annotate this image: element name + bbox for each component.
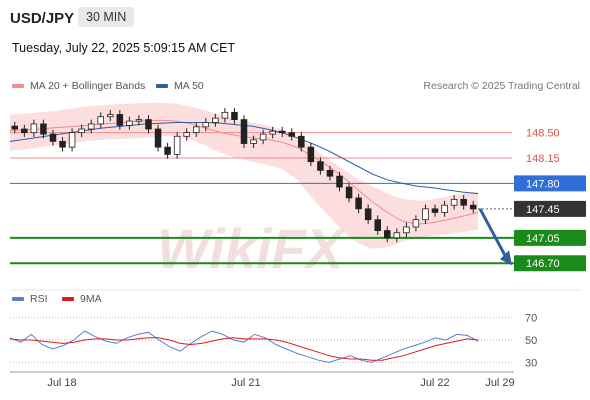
candle-body: [307, 146, 315, 163]
legend-ma50-label: MA 50: [174, 80, 204, 92]
candle-body: [164, 146, 171, 155]
candle-body: [87, 123, 95, 130]
candle-body: [11, 125, 19, 130]
candle-body: [192, 126, 200, 134]
candle-body: [431, 208, 439, 213]
candle-body: [412, 219, 420, 228]
level-badge-146.70: [514, 255, 586, 272]
legend-rsi-ma: 9MA: [62, 293, 102, 305]
candle-body: [231, 111, 238, 120]
rsi-line: [9, 330, 479, 363]
level-label-147.45: 147.45: [526, 204, 560, 216]
candle-body: [355, 197, 362, 210]
candle-body: [278, 130, 286, 134]
candle-body: [49, 133, 57, 142]
candle-body: [221, 111, 229, 119]
credit-text: Research © 2025 Trading Central: [423, 80, 580, 92]
candle-body: [116, 114, 124, 126]
candle-body: [422, 208, 429, 221]
candle-body: [469, 204, 477, 210]
candle-body: [183, 132, 190, 137]
level-badge-147.80: [514, 175, 586, 192]
ma50-swatch: [156, 84, 168, 88]
candle-body: [68, 132, 76, 148]
candle-body: [336, 175, 343, 188]
level-label-148.15: 148.15: [526, 153, 560, 165]
x-tick-label: Jul 29: [485, 377, 514, 389]
candle-body: [97, 116, 104, 125]
candle-body: [250, 139, 257, 144]
candle-body: [30, 123, 38, 134]
candle-body: [40, 123, 47, 135]
candle-body: [59, 140, 66, 148]
rsi-tick-30: 30: [525, 357, 537, 369]
legend-ma20-label: MA 20 + Bollinger Bands: [30, 80, 146, 92]
timeframe-badge[interactable]: 30 MIN: [78, 7, 135, 27]
candle-body: [403, 226, 410, 234]
candle-body: [173, 135, 181, 155]
legend-rsi-label: RSI: [30, 293, 48, 305]
candle-body: [269, 130, 276, 135]
x-tick-label: Jul 22: [420, 377, 449, 389]
candle-body: [317, 161, 324, 171]
header-bar: USD/JPY 30 MIN: [0, 0, 590, 36]
level-label-148.50: 148.50: [526, 128, 560, 140]
legend-rsi-ma-label: 9MA: [80, 293, 102, 305]
legend-ma20: MA 20 + Bollinger Bands: [12, 80, 145, 92]
candle-body: [460, 198, 467, 206]
symbol-label: USD/JPY: [10, 10, 75, 27]
rsi-tick-50: 50: [525, 335, 537, 347]
candle-body: [154, 128, 162, 148]
timestamp: Tuesday, July 22, 2025 5:09:15 AM CET: [12, 41, 236, 55]
bollinger-band-fill: [10, 102, 478, 249]
candle-body: [212, 117, 219, 123]
rsi-ma-line: [9, 337, 479, 361]
level-label-147.80: 147.80: [526, 178, 560, 190]
candle-body: [288, 132, 296, 137]
level-label-146.70: 146.70: [526, 258, 560, 270]
candle-body: [326, 169, 334, 177]
candle-body: [298, 135, 305, 148]
candle-body: [202, 122, 210, 128]
level-badge-147.05: [514, 229, 586, 246]
candle-body: [383, 230, 391, 239]
candle-body: [135, 119, 143, 122]
legend-ma50: MA 50: [156, 80, 204, 92]
candle-body: [240, 119, 248, 144]
watermark-text: WikiFX: [157, 217, 347, 280]
level-label-147.05: 147.05: [526, 233, 560, 245]
candle-body: [259, 133, 267, 141]
candle-body: [345, 186, 353, 199]
candle-body: [78, 128, 85, 134]
candle-body: [107, 114, 114, 118]
candle-body: [126, 120, 133, 126]
x-tick-label: Jul 21: [231, 377, 260, 389]
legend-rsi: RSI: [12, 293, 48, 305]
rsi-swatch: [12, 297, 24, 301]
ma20-swatch: [12, 84, 24, 88]
candle-body: [441, 204, 448, 213]
candle-body: [393, 232, 401, 239]
candle-body: [145, 119, 152, 130]
candle-body: [374, 219, 381, 231]
x-tick-label: Jul 18: [47, 377, 76, 389]
forecast-arrow-head: [500, 250, 512, 266]
candle-body: [364, 208, 372, 221]
rsi-ma-swatch: [62, 297, 74, 301]
rsi-tick-70: 70: [525, 313, 537, 325]
level-badge-147.45: [514, 200, 586, 217]
candle-body: [450, 198, 458, 206]
forecast-arrow-line: [478, 208, 508, 258]
candle-body: [21, 128, 28, 134]
